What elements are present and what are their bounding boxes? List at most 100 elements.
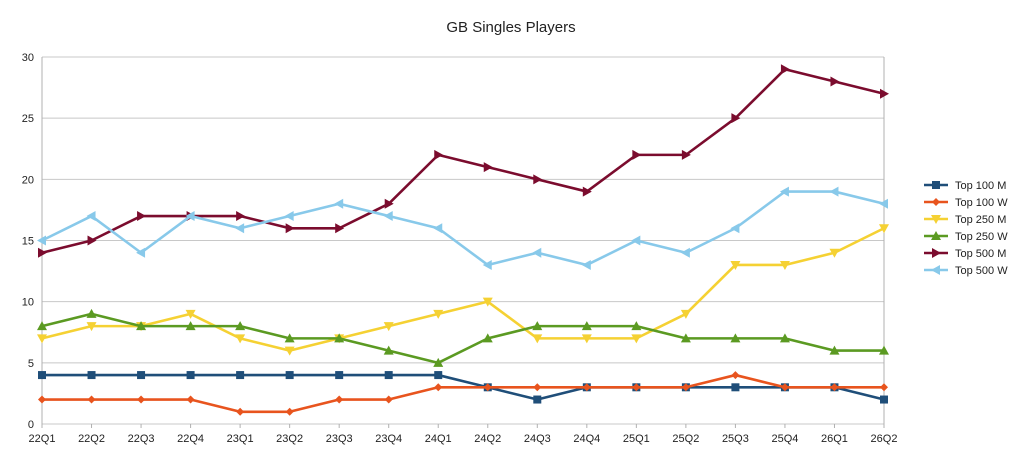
data-point [731, 371, 740, 380]
data-point [235, 223, 245, 234]
data-point [582, 186, 592, 197]
legend-item: Top 100 M [924, 180, 1006, 192]
data-point [433, 223, 443, 234]
data-point [532, 334, 543, 344]
data-point [680, 309, 691, 319]
data-point [383, 345, 394, 355]
data-point [186, 371, 195, 380]
data-point [680, 333, 691, 343]
data-point [433, 357, 444, 367]
data-point [383, 211, 393, 222]
data-point [581, 334, 592, 344]
data-point [284, 211, 294, 222]
data-point [581, 259, 591, 270]
data-point [730, 260, 741, 270]
data-point [37, 321, 47, 331]
legend-label: Top 500 M [955, 248, 1006, 260]
data-point [38, 371, 46, 380]
y-tick-label: 25 [22, 113, 34, 125]
data-point [384, 395, 393, 404]
series-top-100-w [38, 371, 888, 416]
data-point [434, 383, 443, 392]
x-tick-label: 26Q2 [871, 433, 898, 445]
data-point [434, 371, 443, 380]
legend-label: Top 250 W [955, 231, 1008, 243]
data-point [879, 345, 889, 355]
legend-item: Top 250 W [924, 231, 1008, 243]
data-point [285, 407, 294, 416]
data-point [830, 383, 839, 392]
x-tick-label: 24Q4 [573, 433, 600, 445]
data-point [334, 333, 345, 343]
axes: 0 5 10 15 20 25 30 22Q1 22Q2 22Q3 22Q4 23Q1 23Q2 23Q3… [22, 52, 898, 445]
data-point [532, 247, 542, 258]
data-point [631, 334, 642, 344]
data-point [483, 162, 493, 173]
legend-item: Top 250 M [924, 214, 1006, 226]
data-point [829, 186, 839, 197]
data-point [284, 346, 295, 356]
data-point [87, 395, 96, 404]
data-point [681, 149, 691, 160]
data-point [731, 383, 740, 392]
x-tick-label: 25Q2 [672, 433, 699, 445]
y-tick-label: 0 [28, 419, 34, 431]
data-point [384, 371, 393, 380]
x-tick-label: 22Q3 [128, 433, 155, 445]
series-line [41, 312, 884, 365]
series-top-500-w [37, 186, 888, 270]
data-point [680, 247, 690, 258]
data-point [38, 395, 46, 404]
x-tick-label: 22Q2 [78, 433, 105, 445]
data-point [829, 248, 840, 258]
data-point [136, 321, 147, 331]
data-point [581, 321, 592, 331]
data-point [830, 76, 840, 87]
series-line [41, 67, 885, 254]
data-point [731, 113, 741, 124]
y-tick-label: 20 [22, 174, 34, 186]
data-point [86, 308, 97, 318]
series-line [42, 373, 884, 414]
data-point [533, 174, 543, 185]
data-point [235, 334, 246, 344]
data-point [37, 334, 47, 344]
data-point [186, 395, 195, 404]
series-line [42, 373, 885, 401]
x-tick-label: 25Q3 [722, 433, 749, 445]
legend-marker [931, 265, 940, 275]
data-point [533, 395, 542, 404]
data-point [285, 371, 294, 380]
data-point [632, 383, 641, 392]
data-point [137, 395, 146, 404]
data-point [880, 383, 888, 392]
x-tick-label: 23Q4 [375, 433, 402, 445]
x-tick-label: 24Q1 [425, 433, 452, 445]
data-point [235, 321, 246, 331]
data-point [632, 149, 642, 160]
data-point [285, 223, 295, 234]
data-point [335, 371, 344, 380]
data-point [482, 333, 493, 343]
data-point [482, 297, 493, 307]
data-point [880, 395, 888, 404]
data-point [582, 383, 591, 392]
data-point [384, 198, 394, 209]
data-point [779, 333, 790, 343]
data-point [383, 322, 394, 332]
x-tick-label: 24Q3 [524, 433, 551, 445]
data-point [730, 333, 741, 343]
data-point [829, 345, 840, 355]
legend-item: Top 500 M [924, 248, 1006, 260]
legend-label: Top 500 W [955, 265, 1008, 277]
series-top-500-m [38, 64, 889, 258]
legend-item: Top 100 W [924, 197, 1008, 209]
data-point [631, 235, 641, 246]
data-point [185, 309, 196, 319]
data-point [185, 211, 195, 222]
legend: Top 100 M Top 100 W Top 250 M Top 250 W Top … [924, 180, 1008, 277]
x-tick-label: 24Q2 [474, 433, 501, 445]
data-point [879, 224, 889, 234]
data-point [681, 383, 690, 392]
